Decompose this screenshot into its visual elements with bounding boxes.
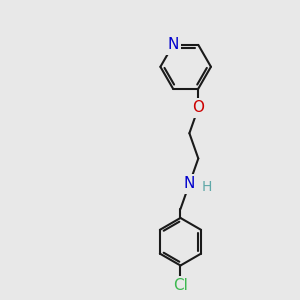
Text: H: H xyxy=(202,180,212,194)
Text: Cl: Cl xyxy=(173,278,188,293)
Text: N: N xyxy=(167,38,179,52)
Text: N: N xyxy=(184,176,195,191)
Text: O: O xyxy=(192,100,204,116)
